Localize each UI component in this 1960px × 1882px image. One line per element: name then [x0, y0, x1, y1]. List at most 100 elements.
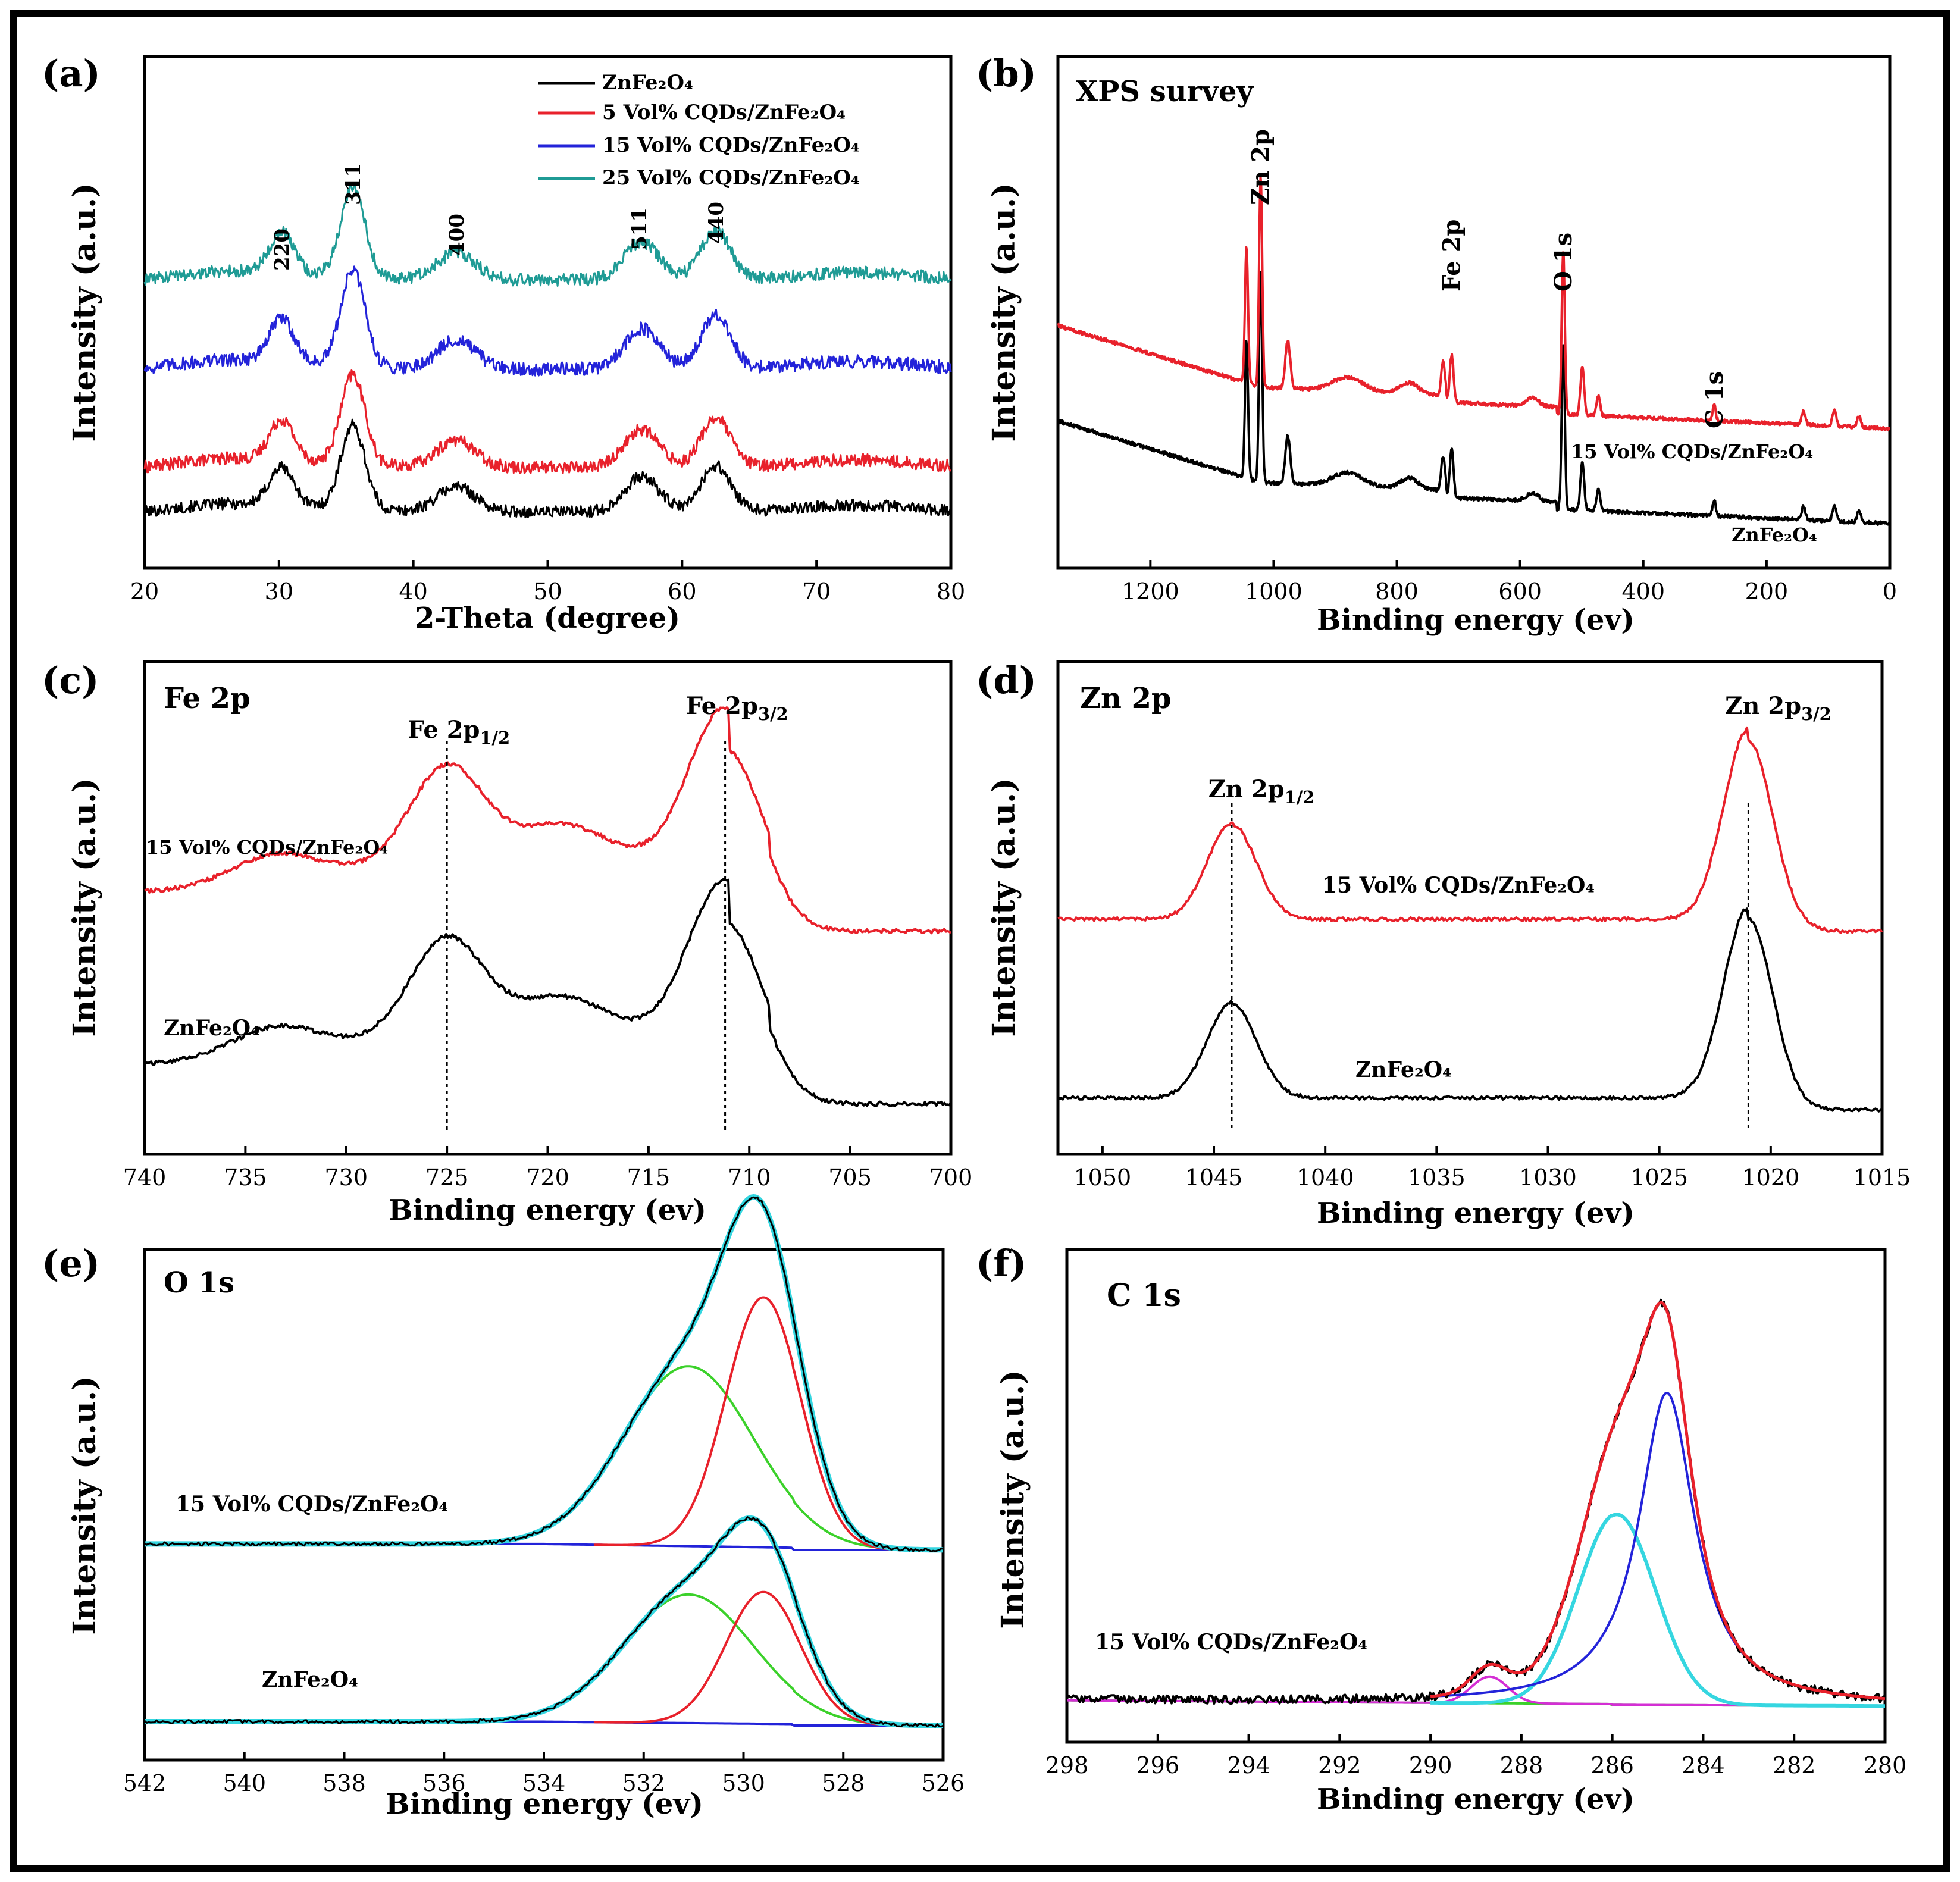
panel-d-red-label: 15 Vol% CQDs/ZnFe₂O₄	[1322, 873, 1595, 898]
x-tick-label-4: 400	[1622, 578, 1665, 605]
panel-f-ticks: 298 296 294 292 290 288 286 284 282 280	[1045, 1734, 1906, 1778]
x-tick-label-1: 1000	[1245, 578, 1303, 605]
x-tick-label-0: 20	[130, 578, 159, 605]
peak-label-sub-0: 1/2	[480, 728, 511, 748]
panel-f-xlabel: Binding energy (ev)	[1317, 1783, 1635, 1816]
x-tick-label-6: 80	[937, 578, 965, 605]
x-tick-label-7: 528	[822, 1770, 865, 1796]
peak-label-1: Fe 2p3/2	[686, 692, 788, 724]
x-tick-label-1: 30	[265, 578, 293, 605]
panel-f-plot	[1066, 1298, 1886, 1708]
panel-b-xps-survey: (b) XPS survey 1200 1000 800 600 400 200 0 Zn …	[976, 52, 1897, 637]
panel-f-sample-label: 15 Vol% CQDs/ZnFe₂O₄	[1095, 1630, 1367, 1655]
panel-e-ticks: 542 540 538 536 534 532 530 528 526	[123, 1752, 965, 1796]
series-line-1	[143, 369, 951, 474]
upper-lattice-o	[593, 1296, 894, 1551]
x-tick-label-4: 1030	[1519, 1164, 1577, 1191]
peak-label-1: 311	[342, 163, 365, 205]
x-tick-label-0: 298	[1045, 1752, 1089, 1778]
peak-label-1: Fe 2p	[1438, 220, 1466, 292]
panel-d-zn2p: (d) Zn 2p 1050 1045 1040 1035 1030 1025 1020 10…	[976, 659, 1911, 1230]
series-line-1	[1057, 907, 1883, 1113]
x-tick-label-5: 200	[1745, 578, 1789, 605]
series-line-1	[1057, 175, 1890, 431]
x-tick-label-2: 538	[323, 1770, 366, 1796]
panel-b-label: (b)	[976, 52, 1037, 95]
x-tick-label-4: 290	[1409, 1752, 1452, 1778]
x-tick-label-3: 725	[425, 1164, 469, 1191]
x-tick-label-0: 542	[123, 1770, 167, 1796]
series-line-0	[143, 418, 952, 519]
x-tick-label-5: 715	[627, 1164, 671, 1191]
x-tick-label-5: 288	[1500, 1752, 1543, 1778]
panel-c-ylabel: Intensity (a.u.)	[67, 778, 103, 1036]
panel-a-legend: ZnFe₂O₄ 5 Vol% CQDs/ZnFe₂O₄ 15 Vol% CQDs…	[538, 71, 860, 190]
peak-label-sub-1: 3/2	[758, 704, 788, 724]
panel-e-o1s: (e) O 1s 542 540 538 536 534 532 530 528 526 15 …	[42, 1194, 965, 1821]
x-tick-label-4: 534	[522, 1770, 566, 1796]
x-tick-label-8: 526	[922, 1770, 965, 1796]
x-tick-label-8: 700	[929, 1164, 973, 1191]
series-line-0	[144, 706, 952, 935]
panel-d-ylabel: Intensity (a.u.)	[986, 778, 1022, 1036]
panel-d-ticks: 1050 1045 1040 1035 1030 1025 1020 1015	[1074, 1146, 1911, 1191]
panel-c-title: Fe 2p	[164, 682, 251, 715]
x-tick-label-6: 1020	[1742, 1164, 1799, 1191]
panel-e-lower-label: ZnFe₂O₄	[262, 1667, 358, 1692]
panel-c-peak-labels: Fe 2p1/2 Fe 2p3/2	[408, 692, 788, 748]
x-tick-label-2: 294	[1227, 1752, 1270, 1778]
panel-b-title: XPS survey	[1076, 75, 1254, 108]
x-tick-label-1: 735	[224, 1164, 267, 1191]
panel-a-xrd: (a) 20 30 40 50 60 70 80 220 311 400 511 440 ZnFe₂…	[42, 52, 965, 635]
panel-f-frame	[1065, 1248, 1887, 1744]
x-tick-label-6: 0	[1883, 578, 1897, 605]
x-tick-label-4: 60	[668, 578, 696, 605]
panel-d-plot	[1057, 726, 1883, 1131]
panel-c-plot	[144, 706, 952, 1131]
panel-f-ylabel: Intensity (a.u.)	[995, 1370, 1031, 1629]
peak-label-sub-1: 3/2	[1801, 704, 1831, 724]
x-tick-label-1: 540	[223, 1770, 266, 1796]
x-tick-label-8: 282	[1773, 1752, 1816, 1778]
x-tick-label-3: 1035	[1408, 1164, 1466, 1191]
panel-f-c1s: (f) C 1s 298 296 294 292 290 288 286 284 282 280 …	[976, 1242, 1906, 1816]
panel-a-plot	[143, 182, 952, 519]
peak-label-0: 220	[270, 228, 294, 271]
panel-b-ylabel: Intensity (a.u.)	[986, 183, 1022, 441]
x-tick-label-6: 286	[1590, 1752, 1634, 1778]
x-tick-label-5: 70	[802, 578, 831, 605]
x-tick-label-1: 1045	[1185, 1164, 1243, 1191]
x-tick-label-0: 1050	[1074, 1164, 1132, 1191]
panel-c-red-label: 15 Vol% CQDs/ZnFe₂O₄	[146, 836, 388, 859]
panel-b-red-label: 15 Vol% CQDs/ZnFe₂O₄	[1571, 440, 1813, 463]
panel-a-peak-labels: 220 311 400 511 440	[270, 163, 728, 271]
panel-d-label: (d)	[976, 659, 1037, 702]
x-tick-label-3: 292	[1318, 1752, 1361, 1778]
panel-f-label: (f)	[976, 1242, 1026, 1285]
peak-label-2: 400	[445, 214, 469, 256]
envelope	[1430, 1301, 1886, 1701]
c-o-component	[1430, 1513, 1886, 1708]
lower-raw	[143, 1516, 944, 1728]
panel-d-frame	[1056, 660, 1884, 1156]
panel-d-xlabel: Binding energy (ev)	[1317, 1197, 1635, 1230]
panel-b-ticks: 1200 1000 800 600 400 200 0	[1122, 560, 1897, 605]
legend-label-2: 15 Vol% CQDs/ZnFe₂O₄	[602, 133, 860, 157]
x-tick-label-5: 532	[622, 1770, 665, 1796]
panel-c-black-label: ZnFe₂O₄	[164, 1016, 260, 1041]
panel-a-xlabel: 2-Theta (degree)	[415, 602, 680, 635]
panel-d-black-label: ZnFe₂O₄	[1355, 1057, 1452, 1082]
peak-label-0: Fe 2p1/2	[408, 716, 510, 748]
x-tick-label-6: 710	[728, 1164, 771, 1191]
x-tick-label-7: 705	[828, 1164, 872, 1191]
x-tick-label-5: 1025	[1630, 1164, 1688, 1191]
series-line-0	[1057, 726, 1883, 934]
panel-d-title: Zn 2p	[1080, 682, 1172, 715]
x-tick-label-7: 284	[1682, 1752, 1725, 1778]
x-tick-label-7: 1015	[1853, 1164, 1911, 1191]
panel-e-label: (e)	[42, 1242, 100, 1285]
legend-label-3: 25 Vol% CQDs/ZnFe₂O₄	[602, 166, 860, 190]
raw-spectrum	[1066, 1298, 1886, 1705]
series-line-0	[1057, 271, 1891, 526]
